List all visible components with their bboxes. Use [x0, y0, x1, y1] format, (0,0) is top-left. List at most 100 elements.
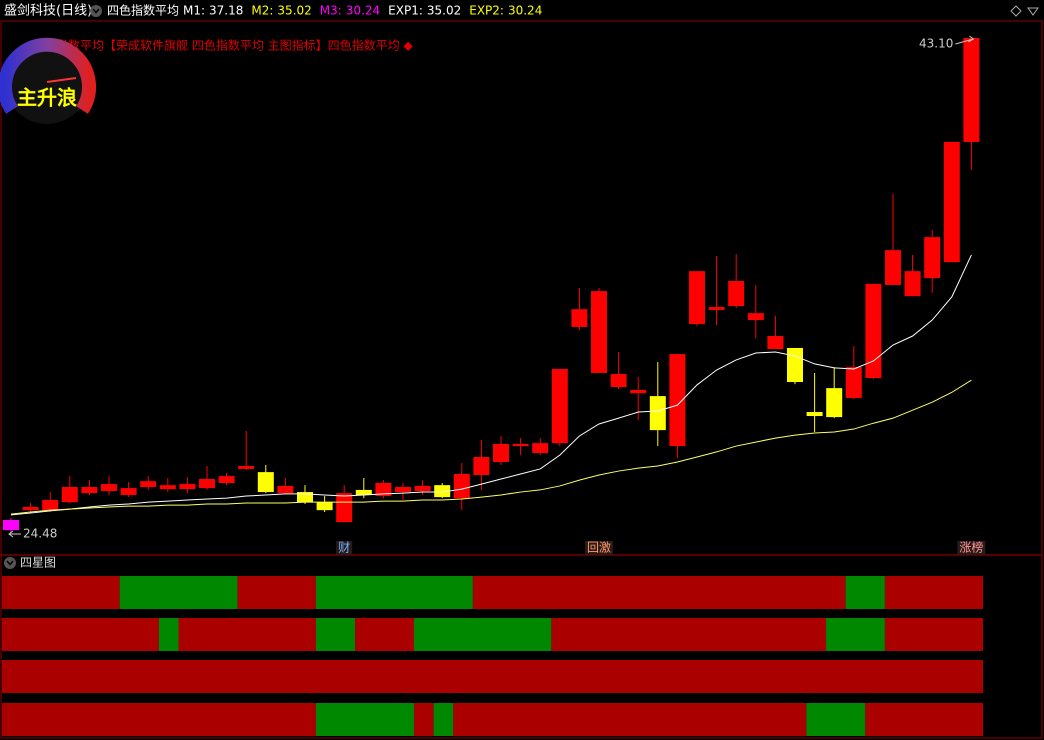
price-label: 43.10 [919, 37, 953, 51]
state-segment [237, 576, 316, 609]
candle-body [277, 485, 294, 494]
candle-body [375, 483, 392, 497]
candle-body [218, 476, 235, 484]
candle-body [473, 456, 490, 476]
candle-body [61, 487, 78, 503]
candle-body [865, 283, 882, 379]
state-segment [472, 576, 846, 609]
candle-body [924, 237, 941, 279]
state-segment [2, 703, 316, 736]
state-segment [355, 618, 415, 651]
state-segment [178, 618, 316, 651]
state-segment [826, 618, 885, 651]
candle-body [395, 487, 411, 493]
candle-body [689, 271, 705, 325]
price-arrow [955, 35, 975, 45]
candle-body [551, 368, 568, 444]
state-segment [2, 576, 120, 609]
state-segment [414, 618, 552, 651]
gauge-needle [46, 77, 77, 83]
state-segment [315, 576, 473, 609]
price-arrow [8, 530, 21, 538]
candle-body [42, 500, 59, 511]
candle-body [826, 388, 843, 418]
gauge-ring [0, 37, 96, 114]
candle-body [493, 443, 509, 463]
moving-average-line [10, 379, 972, 515]
candle-body [610, 374, 627, 388]
candle-body [787, 347, 803, 383]
state-segment [884, 576, 983, 609]
candle-body [316, 502, 333, 511]
marker-label: 涨榜 [959, 540, 983, 555]
state-segment [119, 576, 238, 609]
diamond-icon[interactable] [1010, 5, 1022, 17]
candle-body [591, 291, 607, 373]
marker-label: 回激 [587, 541, 611, 555]
gauge-label: 主升浪 [17, 86, 77, 110]
candle-body [414, 485, 431, 491]
candle-body [512, 443, 529, 447]
legend-value: 30.24 [508, 4, 542, 18]
candle-body [728, 280, 745, 306]
state-segment [2, 660, 983, 693]
state-segment [806, 703, 866, 736]
candle-body [101, 484, 117, 491]
collapse-chevron [6, 560, 14, 566]
panel-title: 四星图 [20, 556, 56, 570]
candle-body [747, 313, 764, 321]
state-segment [315, 618, 356, 651]
indicator-name: 四色指数平均 [107, 3, 179, 18]
candle-body [297, 492, 313, 503]
state-segment [453, 703, 807, 736]
legend-label: EXP2: [469, 4, 504, 18]
menu-icon[interactable] [1027, 7, 1039, 16]
candle-body [257, 472, 274, 493]
candle-body [963, 38, 980, 142]
state-segment [158, 618, 179, 651]
indicator-text: 四色指数平均【荣成软件旗舰 四色指数平均 主图指标】四色指数平均 ◆ [32, 38, 413, 53]
candle-body [81, 487, 98, 494]
legend-label: EXP1: [388, 4, 423, 18]
candle-body [571, 309, 588, 327]
moving-average-line [10, 254, 972, 516]
marker-box [957, 541, 986, 555]
marker-box [584, 541, 614, 555]
state-segment [315, 703, 415, 736]
candle-body [845, 367, 862, 398]
state-segment [884, 618, 983, 651]
candle-body [199, 479, 215, 489]
candle-body [159, 485, 176, 490]
legend-value: 37.18 [209, 4, 243, 18]
legend-label: M1: [183, 4, 205, 18]
state-segment [2, 618, 159, 651]
legend-value: 35.02 [277, 4, 311, 18]
candle-body [943, 141, 960, 263]
legend-value: 30.24 [346, 4, 380, 18]
candle-body [22, 506, 39, 511]
collapse-chevron [92, 8, 100, 14]
candle-body [649, 396, 666, 431]
candle-body [669, 354, 686, 447]
marker-box [336, 541, 353, 555]
marker-label: 财 [338, 541, 350, 555]
candle-body [434, 485, 451, 498]
candle-body [453, 473, 470, 499]
stock-title: 盛剑科技(日线) [4, 3, 92, 19]
collapse-icon[interactable] [90, 5, 102, 17]
price-label: 24.48 [23, 527, 57, 541]
state-segment [433, 703, 454, 736]
candle-body [806, 412, 823, 417]
state-segment [414, 703, 434, 736]
candle-body [3, 519, 19, 531]
candle-body [120, 488, 137, 495]
candle-body [904, 271, 921, 297]
legend-label: M3: [320, 4, 342, 18]
state-segment [865, 703, 983, 736]
candle-body [532, 443, 549, 453]
state-segment [551, 618, 827, 651]
collapse-icon[interactable] [4, 557, 16, 569]
legend-label: M2: [251, 4, 273, 18]
